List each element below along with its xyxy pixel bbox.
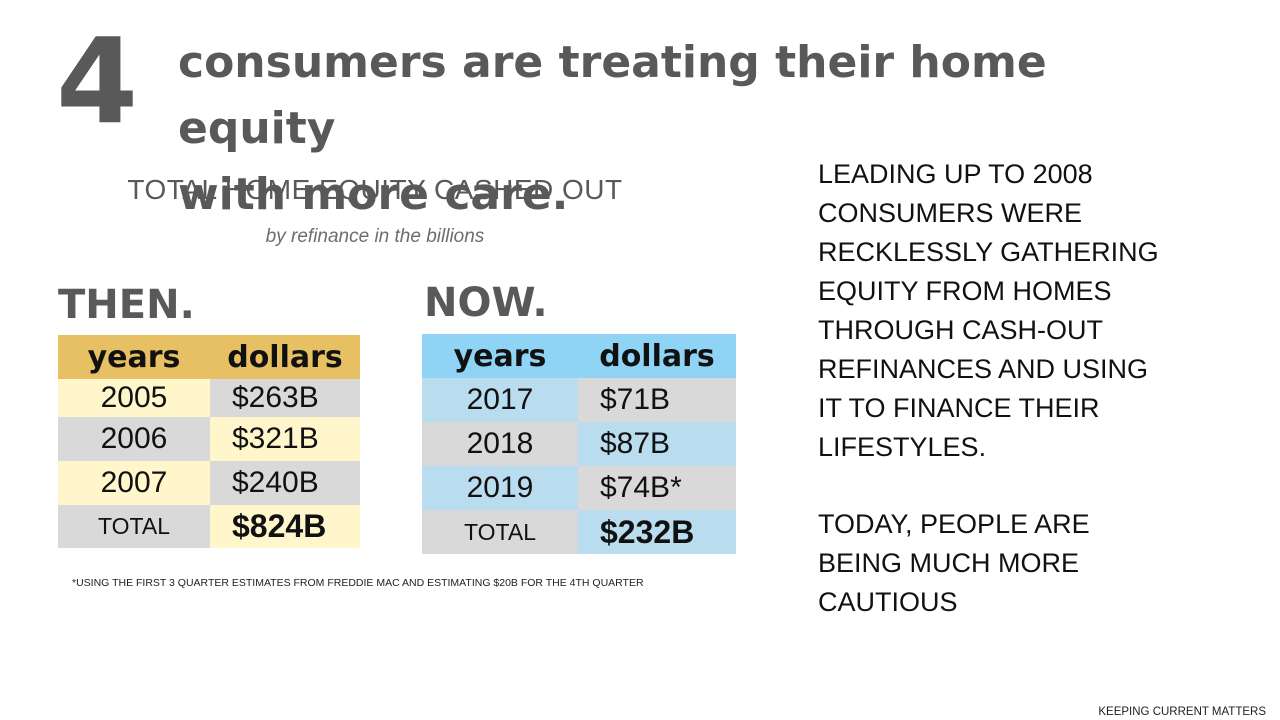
paragraph-line: BEING MUCH MORE — [818, 548, 1080, 578]
paragraph-line: REFINANCES AND USING — [818, 354, 1149, 384]
paragraph-then: LEADING UP TO 2008 CONSUMERS WERE RECKLE… — [818, 155, 1238, 467]
then-total-value: $824B — [210, 505, 360, 548]
headline-line-2: with more care. — [178, 169, 569, 220]
then-row-dollars: $321B — [210, 417, 360, 461]
now-row-dollars: $87B — [578, 422, 736, 466]
paragraph-line: LIFESTYLES. — [818, 432, 987, 462]
slide-number: 4 — [56, 12, 138, 150]
now-total-label: TOTAL — [422, 510, 578, 554]
now-row-dollars: $71B — [578, 378, 736, 422]
brand-footer: KEEPING CURRENT MATTERS — [1098, 706, 1266, 718]
paragraph-line: THROUGH CASH-OUT — [818, 315, 1103, 345]
chart-title: TOTAL HOME EQUITY CASHED OUT — [127, 174, 623, 205]
headline-line-1: consumers are treating their home equity — [178, 37, 1047, 154]
paragraph-line: RECKLESSLY GATHERING — [818, 237, 1159, 267]
footnote: *USING THE FIRST 3 QUARTER ESTIMATES FRO… — [72, 577, 644, 589]
then-row-year: 2007 — [58, 461, 210, 505]
now-header-years: years — [422, 334, 578, 378]
now-row-year: 2017 — [422, 378, 578, 422]
then-row-year: 2006 — [58, 417, 210, 461]
then-row-dollars: $240B — [210, 461, 360, 505]
paragraph-line: CONSUMERS WERE — [818, 198, 1083, 228]
now-row-dollars: $74B* — [578, 466, 736, 510]
now-label: NOW. — [424, 280, 548, 326]
now-row-year: 2018 — [422, 422, 578, 466]
paragraph-line: LEADING UP TO 2008 — [818, 159, 1093, 189]
now-row-year: 2019 — [422, 466, 578, 510]
then-row-dollars: $263B — [210, 379, 360, 417]
paragraph-line: EQUITY FROM HOMES — [818, 276, 1112, 306]
now-total-value: $232B — [578, 510, 736, 554]
then-label: THEN. — [58, 282, 195, 328]
then-header-dollars: dollars — [210, 335, 360, 379]
then-row-year: 2005 — [58, 379, 210, 417]
paragraph-line: TODAY, PEOPLE ARE — [818, 509, 1090, 539]
chart-subtitle: by refinance in the billions — [265, 226, 485, 247]
paragraph-line: IT TO FINANCE THEIR — [818, 393, 1100, 423]
now-header-dollars: dollars — [578, 334, 736, 378]
then-total-label: TOTAL — [58, 505, 210, 548]
paragraph-now: TODAY, PEOPLE ARE BEING MUCH MORE CAUTIO… — [818, 505, 1238, 622]
slide-headline: consumers are treating their home equity… — [178, 30, 1178, 228]
then-header-years: years — [58, 335, 210, 379]
paragraph-line: CAUTIOUS — [818, 587, 958, 617]
